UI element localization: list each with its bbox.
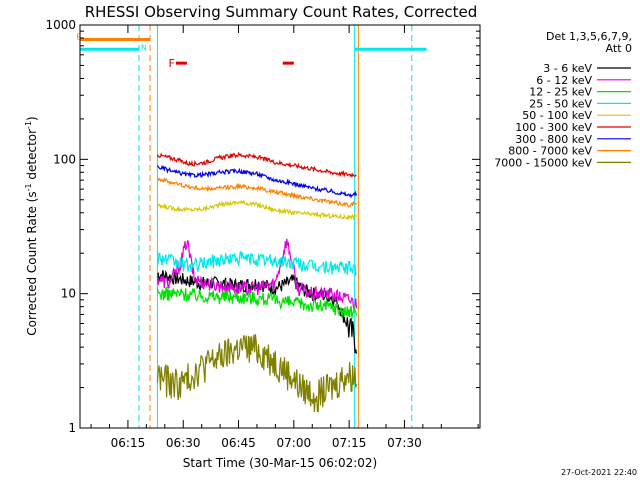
series-line-4 [157, 199, 358, 221]
legend-label-2: 12 - 25 keV [529, 86, 592, 99]
plot-area: E N F [76, 25, 427, 428]
edge-label-0: E [76, 33, 81, 42]
y-tick-label-1: 10 [61, 287, 76, 301]
legend-label-8: 7000 - 15000 keV [494, 156, 592, 169]
legend-label-5: 100 - 300 keV [515, 121, 592, 134]
x-tick-label-1: 06:30 [166, 436, 201, 450]
legend-label-7: 800 - 7000 keV [508, 145, 592, 158]
legend-header-line-2: Att 0 [606, 42, 632, 55]
series-line-2 [156, 286, 358, 319]
y-axis-label-sup2: -1 [24, 121, 33, 129]
x-tick-label-3: 07:00 [277, 436, 312, 450]
y-axis-label: Corrected Count Rate (s-1 detector-1) [24, 116, 39, 335]
y-tick-label-3: 1000 [45, 18, 76, 32]
legend-label-1: 6 - 12 keV [536, 74, 592, 87]
x-axis: 06:15 06:30 06:45 07:00 07:15 07:30 [90, 25, 479, 450]
legend-label-6: 300 - 800 keV [515, 133, 592, 146]
y-axis-label-end: ) [25, 116, 39, 121]
x-tick-label-4: 07:15 [332, 436, 367, 450]
flare-label-0: F [168, 57, 174, 70]
chart-title: RHESSI Observing Summary Count Rates, Co… [85, 3, 478, 21]
series-line-1 [156, 238, 358, 309]
series-line-7 [157, 176, 357, 208]
y-tick-label-2: 100 [53, 152, 76, 166]
series-line-0 [156, 269, 358, 354]
timestamp: 27-Oct-2021 22:40 [561, 468, 637, 477]
edge-label-1: N [141, 43, 147, 52]
plot-frame [79, 24, 481, 429]
y-tick-label-0: 1 [68, 421, 76, 435]
y-axis: 1 10 100 1000 [45, 18, 480, 435]
legend-header-line-1: Det 1,3,5,6,7,9, [546, 30, 632, 43]
series-line-5 [156, 151, 357, 179]
series-line-3 [156, 250, 358, 277]
x-tick-label-0: 06:15 [111, 436, 146, 450]
x-axis-label: Start Time (30-Mar-15 06:02:02) [183, 456, 377, 470]
y-axis-label-mid: detector [25, 129, 39, 184]
y-axis-label-main: Corrected Count Rate (s [25, 191, 39, 335]
x-tick-label-5: 07:30 [387, 436, 422, 450]
legend-label-4: 50 - 100 keV [522, 109, 592, 122]
series-line-6 [156, 164, 358, 199]
y-axis-label-sup1: -1 [24, 183, 33, 191]
x-tick-label-2: 06:45 [221, 436, 256, 450]
series-line-8 [156, 334, 358, 413]
legend-label-0: 3 - 6 keV [543, 62, 592, 75]
legend-label-3: 25 - 50 keV [529, 97, 592, 110]
